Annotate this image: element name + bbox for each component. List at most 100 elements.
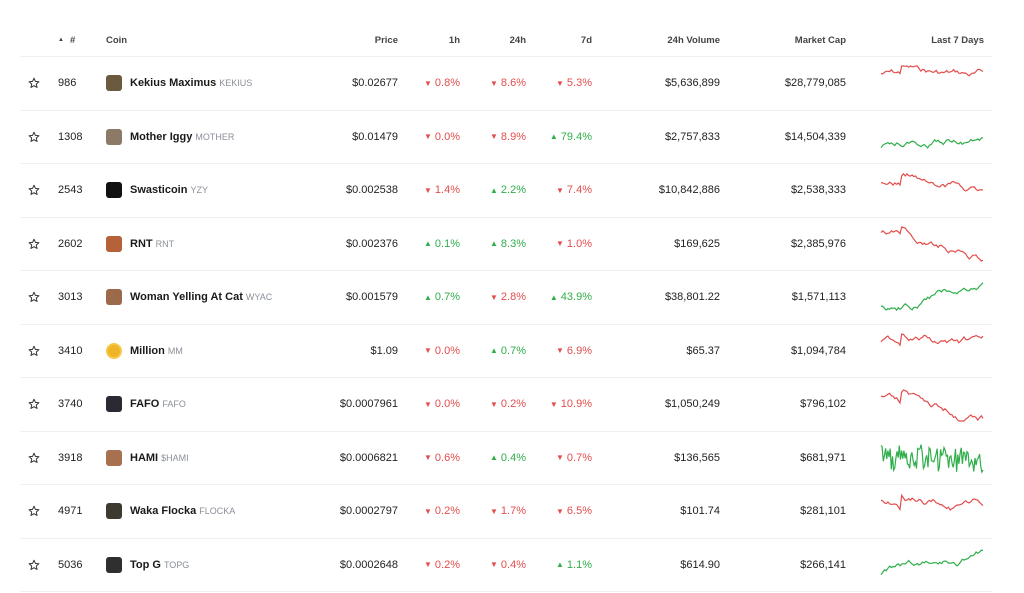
table-row[interactable]: 1308 Mother Iggy MOTHER $0.01479 ▼ 0.0% ▼ 8.9% ▲… xyxy=(20,111,992,164)
price-header[interactable]: Price xyxy=(374,34,398,46)
change-7d-value: 6.5% xyxy=(566,505,592,518)
price: $0.002538 xyxy=(346,184,398,197)
rank: 2543 xyxy=(58,184,83,197)
coin-symbol: WYAC xyxy=(245,292,273,303)
coin-logo xyxy=(106,75,122,92)
star-icon[interactable] xyxy=(28,559,40,571)
caret-down-icon: ▼ xyxy=(424,132,432,142)
rank: 1308 xyxy=(58,130,83,143)
change-7d: ▼ 1.0% xyxy=(538,218,592,271)
favorite-star-cell[interactable] xyxy=(26,164,42,217)
rank-header[interactable]: ▲ # xyxy=(42,24,94,56)
table-row[interactable]: 3918 HAMI $HAMI $0.0006821 ▼ 0.6% ▲ 0.4% ▼ 0.7% $1… xyxy=(20,432,992,485)
1h-header[interactable]: 1h xyxy=(448,34,460,46)
coin-name[interactable]: HAMI xyxy=(130,451,159,464)
change-1h: ▼ 0.0% xyxy=(400,111,460,164)
favorite-star-cell[interactable] xyxy=(26,111,42,164)
caret-down-icon: ▼ xyxy=(556,78,564,88)
change-24h: ▲ 8.3% xyxy=(470,218,526,271)
7d-header[interactable]: 7d xyxy=(580,34,592,46)
coin-name[interactable]: Million xyxy=(130,344,165,357)
caret-up-icon: ▲ xyxy=(490,185,498,195)
star-icon[interactable] xyxy=(28,345,40,357)
volume-24h: $101.74 xyxy=(680,505,720,518)
rank: 3410 xyxy=(58,344,83,357)
market-cap: $2,538,333 xyxy=(790,184,846,197)
favorite-star-cell[interactable] xyxy=(26,539,42,592)
coin-header[interactable]: Coin xyxy=(106,34,128,46)
coin-cell[interactable]: Top G TOPG xyxy=(106,539,366,592)
star-icon[interactable] xyxy=(28,398,40,410)
change-24h-value: 2.8% xyxy=(500,291,526,304)
table-row[interactable]: 3410 Million MM $1.09 ▼ 0.0% ▲ 0.7% ▼ 6.9% $65.37 $… xyxy=(20,325,992,378)
sparkline-line xyxy=(880,226,984,262)
change-7d-value: 7.4% xyxy=(566,184,592,197)
sparkline-line xyxy=(880,136,984,149)
coin-name[interactable]: Woman Yelling At Cat xyxy=(130,291,243,304)
coin-name[interactable]: Swasticoin xyxy=(130,184,188,197)
table-row[interactable]: 5036 Top G TOPG $0.0002648 ▼ 0.2% ▼ 0.4% ▲ 1.1% $6… xyxy=(20,539,992,592)
volume-header[interactable]: 24h Volume xyxy=(667,34,720,46)
coin-cell[interactable]: HAMI $HAMI xyxy=(106,432,366,485)
table-row[interactable]: 3740 FAFO FAFO $0.0007961 ▼ 0.0% ▼ 0.2% ▼ 10.9% $1… xyxy=(20,378,992,432)
star-icon[interactable] xyxy=(28,238,40,250)
market-cap: $1,571,113 xyxy=(791,291,846,304)
coin-name[interactable]: Kekius Maximus xyxy=(130,77,217,90)
favorite-star-cell[interactable] xyxy=(26,325,42,378)
star-icon[interactable] xyxy=(28,77,40,89)
coin-name[interactable]: Mother Iggy xyxy=(130,130,193,143)
star-icon[interactable] xyxy=(28,184,40,196)
caret-down-icon: ▼ xyxy=(424,185,432,195)
rank: 4971 xyxy=(58,505,83,518)
caret-down-icon: ▼ xyxy=(556,239,564,249)
table-row[interactable]: 3013 Woman Yelling At Cat WYAC $0.001579 ▲ 0.… xyxy=(20,271,992,325)
sparkline-chart xyxy=(880,444,984,474)
favorite-star-cell[interactable] xyxy=(26,485,42,538)
change-24h: ▼ 2.8% xyxy=(470,271,526,324)
favorite-star-cell[interactable] xyxy=(26,378,42,431)
change-1h: ▲ 0.1% xyxy=(400,218,460,271)
star-icon[interactable] xyxy=(28,452,40,464)
sparkline-line xyxy=(880,549,984,575)
coin-cell[interactable]: Kekius Maximus KEKIUS xyxy=(106,57,366,110)
table-row[interactable]: 2543 Swasticoin YZY $0.002538 ▼ 1.4% ▲ 2.2% ▼ 7.4… xyxy=(20,164,992,218)
market-cap-header[interactable]: Market Cap xyxy=(794,34,846,46)
coin-cell[interactable]: RNT RNT xyxy=(106,218,366,271)
coin-symbol: YZY xyxy=(190,185,208,196)
coin-cell[interactable]: Swasticoin YZY xyxy=(106,164,366,217)
favorite-star-cell[interactable] xyxy=(26,218,42,271)
table-body: 986 Kekius Maximus KEKIUS $0.02677 ▼ 0.8% ▼ 8.6… xyxy=(20,57,992,592)
change-7d: ▼ 5.3% xyxy=(538,57,592,110)
coin-cell[interactable]: Mother Iggy MOTHER xyxy=(106,111,366,164)
coin-name[interactable]: Waka Flocka xyxy=(130,505,197,518)
coin-symbol: $HAMI xyxy=(161,452,189,463)
coin-name[interactable]: RNT xyxy=(130,237,153,250)
coin-cell[interactable]: Million MM xyxy=(106,325,366,378)
last-7-days-header: Last 7 Days xyxy=(931,34,984,46)
price: $0.01479 xyxy=(352,130,398,143)
favorite-star-cell[interactable] xyxy=(26,271,42,324)
favorite-star-cell[interactable] xyxy=(26,57,42,110)
coin-name[interactable]: FAFO xyxy=(130,398,160,411)
sparkline-line xyxy=(880,444,984,474)
favorite-star-cell[interactable] xyxy=(26,432,42,485)
change-1h-value: 0.0% xyxy=(434,130,460,143)
24h-header[interactable]: 24h xyxy=(509,34,526,46)
coin-symbol: MM xyxy=(167,345,183,356)
coin-cell[interactable]: Waka Flocka FLOCKA xyxy=(106,485,366,538)
coin-symbol: MOTHER xyxy=(195,131,235,142)
table-row[interactable]: 2602 RNT RNT $0.002376 ▲ 0.1% ▲ 8.3% ▼ 1.0% $169,6… xyxy=(20,218,992,271)
table-row[interactable]: 4971 Waka Flocka FLOCKA $0.0002797 ▼ 0.2% ▼ 1.7… xyxy=(20,485,992,539)
star-icon[interactable] xyxy=(28,505,40,517)
sort-up-icon[interactable]: ▲ xyxy=(58,37,64,43)
coin-name[interactable]: Top G xyxy=(130,558,161,571)
star-icon[interactable] xyxy=(28,131,40,143)
coin-cell[interactable]: Woman Yelling At Cat WYAC xyxy=(106,271,366,324)
change-24h: ▲ 2.2% xyxy=(470,164,526,217)
table-row[interactable]: 986 Kekius Maximus KEKIUS $0.02677 ▼ 0.8% ▼ 8.6… xyxy=(20,57,992,111)
star-icon[interactable] xyxy=(28,291,40,303)
coin-cell[interactable]: FAFO FAFO xyxy=(106,378,366,431)
change-1h-value: 0.0% xyxy=(434,344,460,357)
rank: 3918 xyxy=(58,451,83,464)
coin-symbol: FLOCKA xyxy=(199,506,236,517)
